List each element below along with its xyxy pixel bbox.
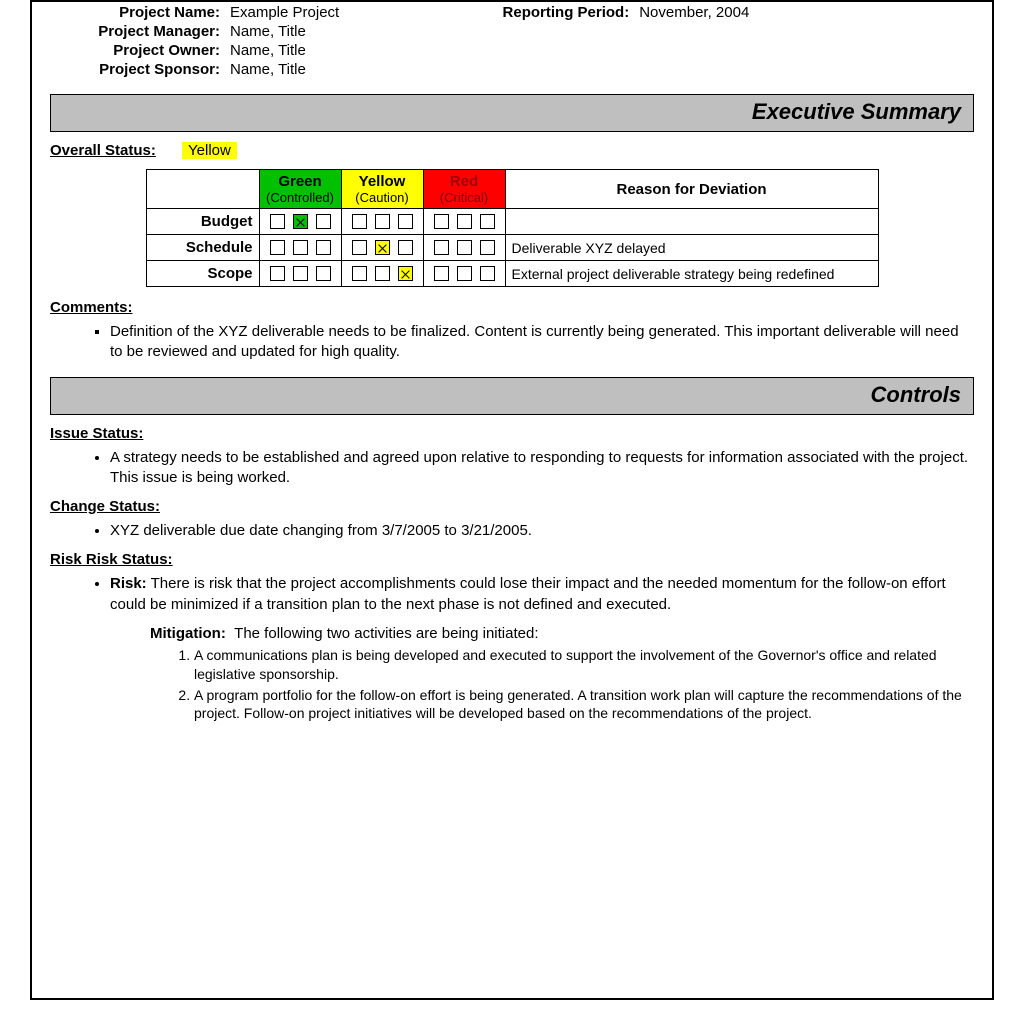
status-cell-red bbox=[423, 261, 505, 287]
checkbox[interactable] bbox=[316, 214, 331, 229]
issue-status-heading: Issue Status: bbox=[50, 425, 974, 442]
reason-cell: External project deliverable strategy be… bbox=[505, 261, 878, 287]
status-cell-red bbox=[423, 209, 505, 235]
checkbox[interactable] bbox=[434, 240, 449, 255]
checkbox[interactable] bbox=[352, 266, 367, 281]
risk-label: Risk: bbox=[110, 575, 147, 592]
checkbox[interactable] bbox=[398, 240, 413, 255]
comments-heading: Comments: bbox=[50, 299, 974, 316]
status-cell-yellow bbox=[341, 235, 423, 261]
checkbox[interactable] bbox=[352, 214, 367, 229]
mitigation-label: Mitigation: bbox=[150, 625, 226, 642]
reason-cell: Deliverable XYZ delayed bbox=[505, 235, 878, 261]
checkbox[interactable] bbox=[352, 240, 367, 255]
status-cell-green bbox=[259, 235, 341, 261]
checkbox[interactable] bbox=[375, 240, 390, 255]
checkbox[interactable] bbox=[398, 214, 413, 229]
risk-bullet: Risk: There is risk that the project acc… bbox=[50, 574, 974, 615]
project-manager-value: Name, Title bbox=[226, 23, 306, 40]
risk-text: There is risk that the project accomplis… bbox=[110, 575, 946, 612]
status-cell-yellow bbox=[341, 261, 423, 287]
checkbox[interactable] bbox=[270, 240, 285, 255]
checkbox[interactable] bbox=[270, 214, 285, 229]
checkbox[interactable] bbox=[293, 240, 308, 255]
project-owner-value: Name, Title bbox=[226, 42, 306, 59]
checkbox[interactable] bbox=[270, 266, 285, 281]
checkbox[interactable] bbox=[457, 240, 472, 255]
checkbox[interactable] bbox=[293, 214, 308, 229]
project-owner-label: Project Owner: bbox=[50, 42, 226, 59]
checkbox[interactable] bbox=[293, 266, 308, 281]
status-cell-green bbox=[259, 209, 341, 235]
reason-cell bbox=[505, 209, 878, 235]
project-name-label: Project Name: bbox=[50, 4, 226, 21]
section-executive-summary: Executive Summary bbox=[50, 94, 974, 132]
checkbox[interactable] bbox=[434, 214, 449, 229]
status-row-label: Schedule bbox=[146, 235, 259, 261]
mitigation-list: A communications plan is being developed… bbox=[150, 646, 974, 724]
list-item: XYZ deliverable due date changing from 3… bbox=[110, 521, 974, 541]
mitigation-intro: The following two activities are being i… bbox=[234, 625, 538, 642]
change-status-heading: Change Status: bbox=[50, 498, 974, 515]
section-controls: Controls bbox=[50, 377, 974, 415]
mitigation-item: A program portfolio for the follow-on ef… bbox=[194, 686, 974, 724]
col-red: Red (Critical) bbox=[423, 170, 505, 209]
status-cell-red bbox=[423, 235, 505, 261]
checkbox[interactable] bbox=[375, 214, 390, 229]
change-status-list: XYZ deliverable due date changing from 3… bbox=[50, 521, 974, 541]
overall-status-line: Overall Status: Yellow bbox=[50, 142, 974, 159]
col-green: Green (Controlled) bbox=[259, 170, 341, 209]
checkbox[interactable] bbox=[316, 240, 331, 255]
col-yellow: Yellow (Caution) bbox=[341, 170, 423, 209]
checkbox[interactable] bbox=[316, 266, 331, 281]
project-name-value: Example Project bbox=[226, 4, 339, 21]
project-meta: Project Name: Example Project Project Ma… bbox=[50, 2, 974, 80]
project-sponsor-label: Project Sponsor: bbox=[50, 61, 226, 78]
list-item: A strategy needs to be established and a… bbox=[110, 448, 974, 489]
checkbox[interactable] bbox=[480, 240, 495, 255]
list-item: Definition of the XYZ deliverable needs … bbox=[110, 322, 974, 363]
checkbox[interactable] bbox=[434, 266, 449, 281]
col-reason: Reason for Deviation bbox=[505, 170, 878, 209]
reporting-period-value: November, 2004 bbox=[635, 4, 749, 21]
checkbox[interactable] bbox=[457, 266, 472, 281]
status-cell-yellow bbox=[341, 209, 423, 235]
project-manager-label: Project Manager: bbox=[50, 23, 226, 40]
checkbox[interactable] bbox=[398, 266, 413, 281]
comments-list: Definition of the XYZ deliverable needs … bbox=[50, 322, 974, 363]
mitigation-item: A communications plan is being developed… bbox=[194, 646, 974, 684]
issue-status-list: A strategy needs to be established and a… bbox=[50, 448, 974, 489]
status-cell-green bbox=[259, 261, 341, 287]
status-row-label: Scope bbox=[146, 261, 259, 287]
overall-status-value: Yellow bbox=[182, 142, 237, 159]
checkbox[interactable] bbox=[375, 266, 390, 281]
status-row-label: Budget bbox=[146, 209, 259, 235]
page: Project Name: Example Project Project Ma… bbox=[30, 0, 994, 1000]
checkbox[interactable] bbox=[480, 214, 495, 229]
status-table: Green (Controlled) Yellow (Caution) Red … bbox=[146, 169, 879, 287]
mitigation-block: Mitigation: The following two activities… bbox=[150, 625, 974, 724]
project-sponsor-value: Name, Title bbox=[226, 61, 306, 78]
overall-status-label: Overall Status: bbox=[50, 142, 156, 159]
checkbox[interactable] bbox=[480, 266, 495, 281]
risk-status-heading: Risk Risk Status: bbox=[50, 551, 974, 568]
reporting-period-label: Reporting Period: bbox=[459, 4, 635, 21]
checkbox[interactable] bbox=[457, 214, 472, 229]
